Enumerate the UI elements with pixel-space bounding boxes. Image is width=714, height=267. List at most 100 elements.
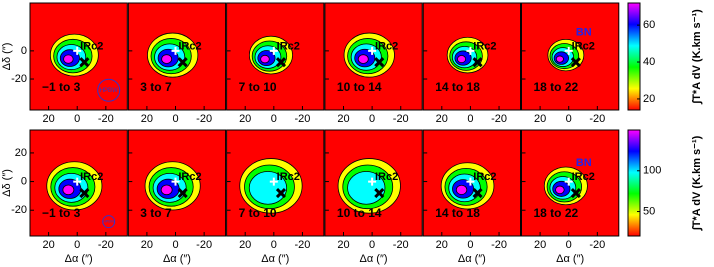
- velocity-label: 7 to 10: [239, 80, 277, 94]
- panel: [324, 3, 423, 110]
- x-tick-label: -20: [294, 239, 310, 251]
- source-label: IRc2: [178, 171, 201, 183]
- contour: [555, 55, 564, 63]
- x-tick-label: -20: [393, 113, 409, 125]
- colorbar-label: ∫T*A dV (K.km s⁻¹): [691, 135, 703, 231]
- offset-marker: [466, 177, 475, 186]
- panel-frame: [422, 2, 522, 111]
- contour: [457, 55, 467, 64]
- source-label: IRc2: [473, 41, 496, 53]
- contour: [62, 184, 75, 196]
- contour: [161, 54, 173, 64]
- colorbar-tick-label: 60: [643, 19, 655, 31]
- offset-marker: [73, 177, 82, 186]
- source-label: IRc2: [80, 171, 103, 183]
- x-axis-label: Δα (″): [65, 253, 93, 265]
- panel-frame: [422, 129, 522, 237]
- colorbar-label: ∫T*A dV (K.km s⁻¹): [691, 9, 703, 105]
- offset-marker: [564, 177, 573, 186]
- panel-frame: [521, 129, 620, 237]
- colorbar: [627, 2, 641, 111]
- panel: [30, 130, 128, 236]
- x-tick-label: -20: [196, 113, 212, 125]
- offset-marker: [368, 177, 377, 186]
- offset-marker: [269, 46, 278, 55]
- x-tick-label: 20: [141, 239, 153, 251]
- y-tick-label: -20: [11, 204, 27, 216]
- source-marker: [570, 57, 581, 68]
- panel: [226, 130, 324, 236]
- x-tick-label: 0: [172, 113, 178, 125]
- x-tick-label: 0: [271, 113, 277, 125]
- x-axis-label: Δα (″): [556, 253, 584, 265]
- panel-frame: [29, 2, 128, 111]
- y-tick-label: 0: [21, 45, 27, 57]
- source-label: BN: [576, 26, 592, 38]
- x-tick-label: 20: [534, 239, 546, 251]
- x-tick-label: -20: [589, 239, 605, 251]
- x-tick-label: 0: [566, 113, 572, 125]
- velocity-label: 18 to 22: [534, 80, 579, 94]
- source-label: IRc2: [572, 171, 595, 183]
- colorbar-tick-label: 40: [643, 56, 655, 68]
- contour: [455, 184, 468, 195]
- source-label: IRc2: [375, 41, 398, 53]
- offset-marker: [171, 46, 180, 55]
- panel-frame: [127, 129, 227, 237]
- source-label: IRc2: [375, 171, 398, 183]
- velocity-label: 3 to 7: [140, 206, 172, 220]
- contour: [63, 54, 74, 64]
- panel-frame: [226, 129, 325, 237]
- x-tick-label: -20: [98, 239, 114, 251]
- x-tick-label: -20: [491, 113, 507, 125]
- velocity-label: 14 to 18: [435, 80, 480, 94]
- source-marker: [79, 57, 90, 68]
- y-tick-label: -20: [11, 73, 27, 85]
- source-marker: [570, 187, 581, 199]
- velocity-label: 10 to 14: [337, 206, 382, 220]
- panel-frame: [29, 129, 128, 237]
- source-marker: [177, 57, 188, 68]
- source-marker: [472, 187, 483, 199]
- beam-label: HPBW: [100, 88, 118, 94]
- contour: [260, 54, 270, 64]
- beam-label: HPBW: [103, 219, 115, 224]
- x-tick-label: 20: [436, 113, 448, 125]
- x-tick-label: 20: [436, 239, 448, 251]
- x-axis-label: Δα (″): [163, 253, 191, 265]
- x-tick-label: 0: [467, 113, 473, 125]
- colorbar: [627, 129, 641, 237]
- x-tick-label: -20: [491, 239, 507, 251]
- y-tick-label: 20: [15, 147, 27, 159]
- colorbar-tick-label: 20: [643, 93, 655, 105]
- x-tick-label: 20: [239, 113, 251, 125]
- offset-marker: [564, 46, 573, 55]
- source-label: IRc2: [277, 41, 300, 53]
- x-tick-label: 0: [172, 239, 178, 251]
- source-marker: [472, 57, 483, 68]
- y-tick-label: 0: [21, 175, 27, 187]
- panel: [521, 3, 619, 110]
- x-axis-label: Δα (″): [360, 253, 388, 265]
- contour: [357, 54, 369, 64]
- source-label: IRc2: [178, 41, 201, 53]
- panel: [324, 130, 423, 236]
- panel-frame: [324, 129, 423, 237]
- velocity-label: 3 to 7: [140, 80, 172, 94]
- offset-marker: [466, 46, 475, 55]
- x-tick-label: 0: [369, 239, 375, 251]
- velocity-label: 18 to 22: [534, 206, 579, 220]
- colorbar-tick-label: 50: [643, 205, 655, 217]
- x-tick-label: 20: [42, 113, 54, 125]
- source-label: BN: [576, 157, 592, 169]
- x-tick-label: -20: [196, 239, 212, 251]
- x-tick-label: -20: [393, 239, 409, 251]
- colorbar-tick-label: 100: [643, 165, 661, 177]
- x-tick-label: 20: [239, 239, 251, 251]
- panel-frame: [226, 2, 325, 111]
- x-tick-label: -20: [98, 113, 114, 125]
- offset-marker: [368, 46, 377, 55]
- source-marker: [374, 187, 385, 199]
- panel-frame: [127, 2, 227, 111]
